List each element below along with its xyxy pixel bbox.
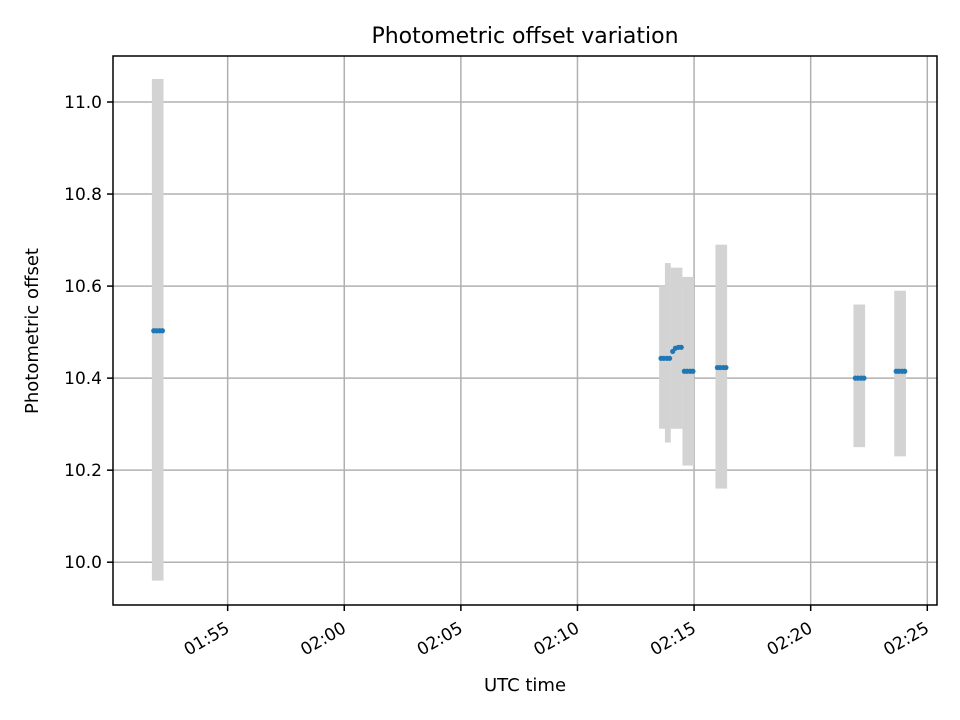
y-tick-label: 10.2 [64,461,102,481]
y-tick-label: 10.4 [64,369,102,389]
y-tick-label: 10.8 [64,185,102,205]
y-tick-label: 10.6 [64,277,102,297]
x-tick-label: 01:55 [181,618,233,660]
data-points-layer [151,328,908,381]
error-bars-layer [151,79,906,581]
data-point [690,368,696,374]
x-tick-label: 02:05 [414,618,466,660]
plot-frame [112,55,938,606]
x-tick-label: 02:10 [531,618,583,660]
y-tick-label: 10.0 [64,553,102,573]
y-axis-label: Photometric offset [22,248,43,414]
data-point [723,364,729,371]
y-tick-label: 11.0 [64,93,102,113]
data-point [902,368,908,374]
data-point [678,344,684,350]
x-axis-label: UTC time [484,675,566,696]
x-tick-label: 02:00 [297,618,349,660]
x-tick-label: 02:20 [764,618,816,660]
data-point [861,375,867,381]
error-bar [664,263,671,443]
data-point [666,355,673,361]
data-point [159,328,165,334]
x-tick-label: 02:15 [647,618,699,660]
grid-layer [113,56,937,605]
x-tick-label: 02:25 [880,618,932,660]
ticks-layer: 01:55 02:00 02:05 02:10 02:15 02:20 02:25 10.0 1… [64,93,933,660]
chart-title: Photometric offset variation [371,24,678,49]
